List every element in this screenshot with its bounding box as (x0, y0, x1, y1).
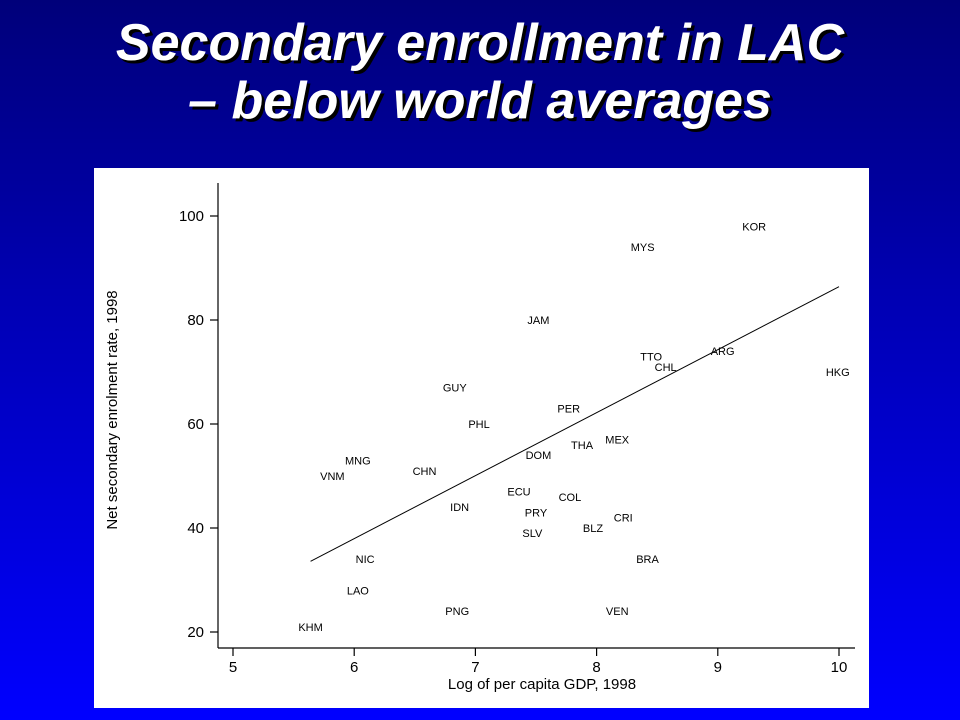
point-label-pry: PRY (525, 507, 548, 519)
scatter-chart: 20 40 60 80 100 5 6 7 8 9 10 KOR MYS JAM TTO ARG CHL HKG… (104, 183, 855, 693)
point-label-cri: CRI (614, 513, 633, 525)
x-axis-title: Log of per capita GDP, 1998 (448, 676, 636, 693)
point-label-mex: MEX (605, 435, 630, 447)
point-label-hkg: HKG (826, 367, 850, 379)
y-axis-title: Net secondary enrolment rate, 1998 (104, 290, 121, 529)
y-tick-label: 60 (187, 416, 204, 433)
point-label-ven: VEN (606, 606, 629, 618)
point-label-idn: IDN (450, 502, 469, 514)
x-tick-label: 7 (471, 659, 479, 676)
y-tick-label: 40 (187, 520, 204, 537)
point-label-mys: MYS (631, 242, 655, 254)
point-label-slv: SLV (522, 528, 543, 540)
x-tick-label: 6 (350, 659, 358, 676)
point-label-mng: MNG (345, 455, 371, 467)
title-line-1: Secondary enrollment in LAC (115, 14, 845, 72)
y-tick-label: 80 (187, 312, 204, 329)
point-label-chl: CHL (655, 362, 677, 374)
fit-line (310, 286, 840, 562)
x-tick-label: 5 (229, 659, 237, 676)
point-label-jam: JAM (527, 315, 549, 327)
point-label-ecu: ECU (507, 487, 530, 499)
point-label-per: PER (557, 403, 580, 415)
point-label-nic: NIC (356, 554, 375, 566)
point-label-png: PNG (445, 606, 469, 618)
title-line-2: – below world averages (188, 72, 772, 130)
point-label-vnm: VNM (320, 471, 344, 483)
point-label-kor: KOR (742, 221, 766, 233)
x-tick-label: 9 (714, 659, 722, 676)
point-label-guy: GUY (443, 383, 468, 395)
chart-panel: 20 40 60 80 100 5 6 7 8 9 10 KOR MYS JAM TTO ARG CHL HKG… (94, 168, 869, 708)
x-tick-label: 10 (831, 659, 848, 676)
point-label-tha: THA (571, 440, 594, 452)
point-label-dom: DOM (526, 450, 552, 462)
point-label-col: COL (559, 492, 582, 504)
point-label-blz: BLZ (583, 523, 603, 535)
point-label-phl: PHL (468, 419, 489, 431)
point-label-arg: ARG (711, 346, 735, 358)
y-tick-label: 20 (187, 624, 204, 641)
point-label-lao: LAO (347, 585, 369, 597)
point-label-bra: BRA (636, 554, 659, 566)
slide-title: Secondary enrollment in LAC – below worl… (0, 14, 960, 130)
point-label-khm: KHM (298, 622, 322, 634)
point-label-chn: CHN (413, 466, 437, 478)
y-tick-label: 100 (179, 208, 204, 225)
x-tick-label: 8 (592, 659, 600, 676)
point-label-tto: TTO (640, 351, 662, 363)
